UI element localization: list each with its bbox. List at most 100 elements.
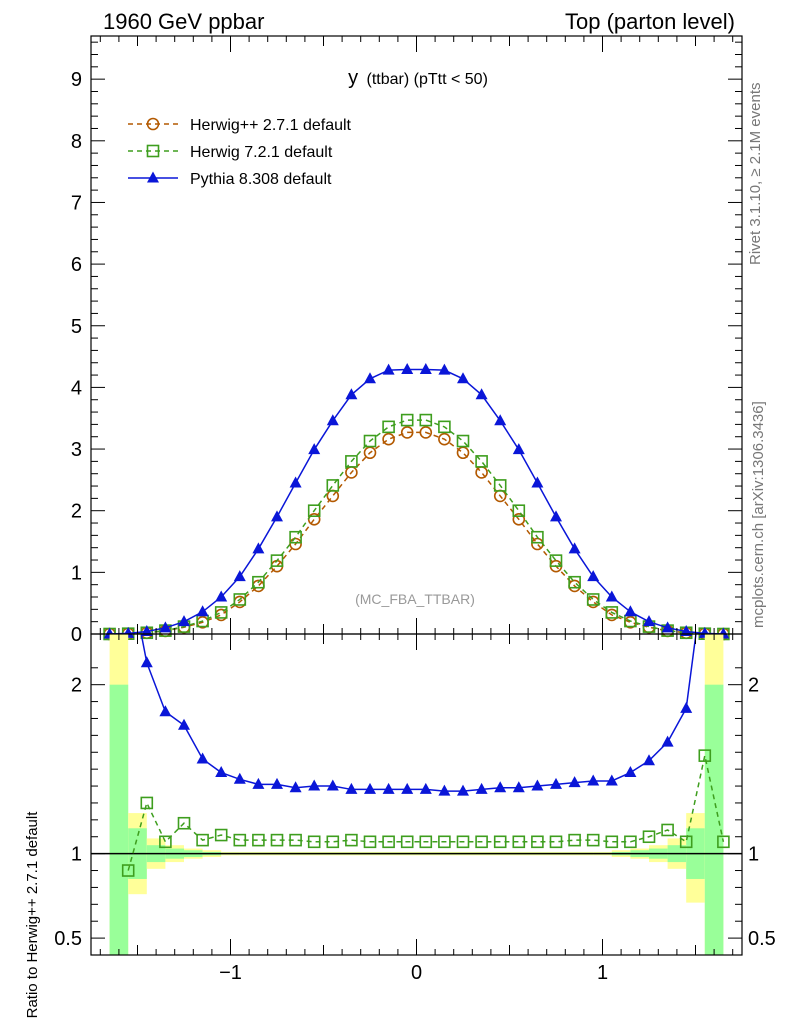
y-tick-label: 7 <box>71 192 82 214</box>
y-tick-label: 9 <box>71 69 82 91</box>
ratio-point-triangle <box>364 782 376 794</box>
ratio-point-triangle <box>457 784 469 796</box>
x-tick-label: −1 <box>219 962 242 984</box>
data-point-square <box>419 413 433 427</box>
data-point-square <box>345 455 358 468</box>
header-right: Top (parton level) <box>565 9 735 34</box>
data-point-square <box>307 504 321 518</box>
ratio-point-square <box>512 835 526 849</box>
main-plot-title-sub: (ttbar) (pTtt < 50) <box>367 71 488 88</box>
ratio-point-square <box>214 828 228 842</box>
ratio-point-triangle <box>271 777 283 789</box>
legend-marker-square <box>146 144 160 158</box>
data-point-triangle <box>215 590 228 602</box>
x-tick-label: 1 <box>597 962 608 984</box>
ratio-series-square <box>121 749 730 877</box>
green-band <box>109 684 129 955</box>
ratio-point-triangle <box>494 781 507 793</box>
y-tick-label: 3 <box>71 439 82 461</box>
ratio-point-square <box>698 749 712 762</box>
data-point-triangle <box>401 363 414 375</box>
main-plot-frame <box>90 35 743 635</box>
y-tick-label: 5 <box>71 316 82 338</box>
data-point-triangle <box>624 605 637 617</box>
ratio-point-triangle <box>159 705 172 717</box>
data-point-circle <box>419 426 433 439</box>
series-line-square <box>109 419 724 635</box>
data-point-triangle <box>252 542 265 554</box>
data-point-square <box>531 530 544 544</box>
ratio-point-square <box>679 835 693 849</box>
ratio-point-triangle <box>475 782 488 794</box>
data-point-triangle <box>419 363 432 375</box>
data-point-circle <box>512 513 526 526</box>
ratio-point-triangle <box>531 779 544 791</box>
data-point-square <box>326 479 340 492</box>
legend-label-triangle: Pythia 8.308 default <box>190 171 332 188</box>
legend: Herwig++ 2.7.1 default Herwig 7.2.1 defau… <box>128 117 352 188</box>
data-point-triangle <box>494 414 507 426</box>
data-point-triangle <box>271 510 283 522</box>
data-point-circle <box>438 432 451 446</box>
ratio-point-square <box>475 835 488 849</box>
ratio-point-triangle <box>308 779 321 791</box>
data-point-triangle <box>475 388 488 400</box>
ratio-point-square <box>345 833 358 847</box>
ratio-point-square <box>717 835 730 849</box>
ratio-point-square <box>531 835 544 849</box>
ratio-point-square <box>233 833 247 847</box>
ratio-point-square <box>270 833 284 847</box>
x-axis: −1 0 1 <box>99 36 734 984</box>
ratio-point-triangle <box>345 782 358 794</box>
ratio-point-triangle <box>382 782 395 794</box>
ratio-series-triangle <box>140 634 697 796</box>
watermark: (MC_FBA_TTBAR) <box>355 591 475 607</box>
ratio-point-triangle <box>401 782 414 794</box>
data-point-circle <box>475 466 488 479</box>
ratio-point-triangle <box>326 779 339 791</box>
ratio-point-triangle <box>605 774 618 786</box>
ratio-point-triangle <box>568 776 581 788</box>
ratio-point-triangle <box>178 718 190 730</box>
data-point-triangle <box>568 542 581 554</box>
data-point-circle <box>326 489 340 503</box>
data-point-triangle <box>178 615 190 627</box>
data-point-square <box>493 479 507 492</box>
x-tick-label: 0 <box>411 962 422 984</box>
ratio-point-triangle <box>289 781 302 793</box>
data-point-circle <box>382 432 395 446</box>
main-plot-title-main: y <box>348 67 358 89</box>
ratio-y-tick-label: 2 <box>71 675 82 697</box>
header-left: 1960 GeV ppbar <box>103 9 264 34</box>
data-point-square <box>475 455 488 468</box>
ratio-point-triangle <box>512 781 525 793</box>
series-circle <box>103 426 730 641</box>
data-point-triangle <box>140 625 153 637</box>
legend-label-circle: Herwig++ 2.7.1 default <box>190 117 352 134</box>
data-point-square <box>549 554 563 567</box>
ratio-point-square <box>159 835 172 849</box>
data-point-square <box>568 575 581 589</box>
main-panel: y (ttbar) (pTtt < 50) (MC_FBA_TTBAR) Her… <box>71 35 743 646</box>
data-point-triangle <box>159 621 172 633</box>
legend-marker-circle <box>146 117 160 131</box>
data-point-square <box>214 606 228 619</box>
ratio-point-square <box>121 864 135 877</box>
data-point-circle <box>456 446 470 460</box>
ratio-point-triangle <box>624 766 637 778</box>
data-point-triangle <box>550 510 562 522</box>
data-point-square <box>252 575 265 589</box>
data-point-square <box>233 593 247 606</box>
ratio-point-square <box>568 833 581 847</box>
ratio-point-square <box>642 830 656 844</box>
data-point-triangle <box>605 590 618 602</box>
y-tick-label: 8 <box>71 131 82 153</box>
data-point-square <box>289 530 302 544</box>
ratio-point-triangle <box>550 777 562 789</box>
data-point-square <box>512 504 526 518</box>
data-point-triangle <box>531 476 544 488</box>
data-point-triangle <box>364 372 376 384</box>
ratio-panel: Ratio to Herwig++ 2.7.1 default 0.5 0.5 1 1… <box>24 633 776 1018</box>
ratio-point-triangle <box>661 735 674 747</box>
legend-marker-triangle <box>147 171 159 183</box>
